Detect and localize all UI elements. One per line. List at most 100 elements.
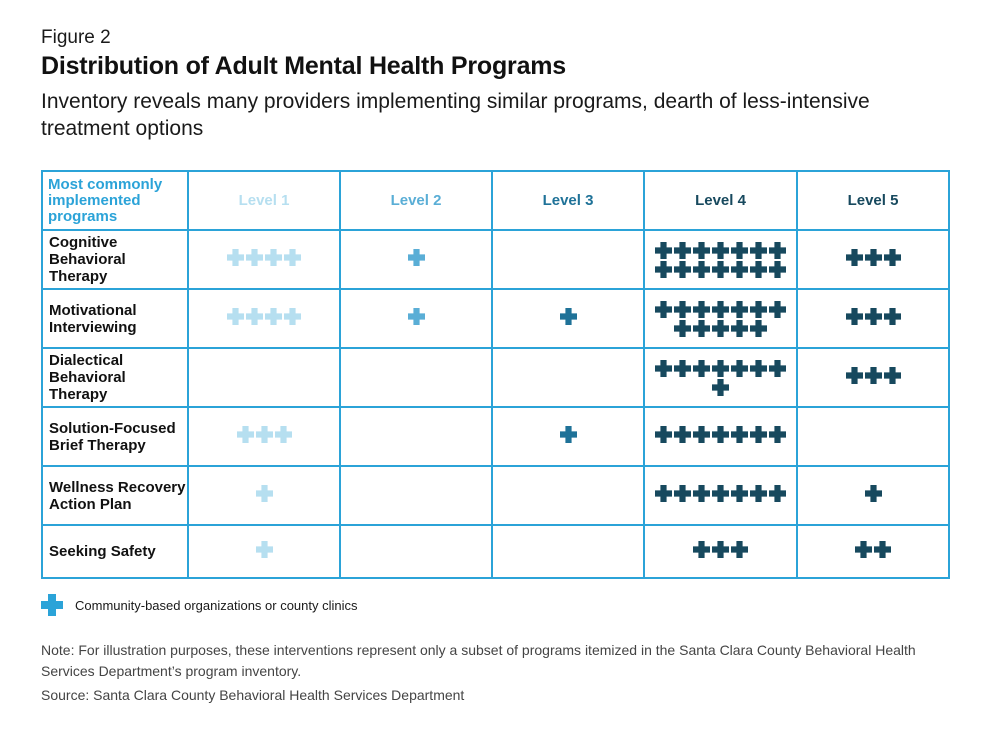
provider-plus-icon [864, 308, 882, 325]
column-header-level-4: Level 4 [643, 170, 798, 231]
provider-plus-icon [750, 485, 767, 502]
column-header-level-5: Level 5 [796, 170, 950, 231]
provider-plus-icon [750, 260, 767, 278]
provider-marks [194, 425, 334, 444]
table-row: Solution-Focused Brief Therapy [41, 406, 950, 467]
count-cell-level-3 [491, 524, 645, 579]
provider-plus-icon [750, 300, 767, 318]
provider-plus-icon [731, 241, 748, 259]
provider-plus-icon [693, 426, 710, 443]
source-line: Source: Santa Clara County Behavioral He… [41, 687, 465, 703]
provider-plus-icon [674, 260, 691, 278]
count-cell-level-5 [796, 406, 950, 467]
table-row: Motivational Interviewing [41, 288, 950, 349]
count-cell-level-3 [491, 347, 645, 408]
provider-plus-icon [255, 485, 273, 502]
table-row: Cognitive Behavioral Therapy [41, 229, 950, 290]
provider-marks [194, 307, 334, 326]
count-cell-level-3 [491, 406, 645, 467]
provider-plus-icon [693, 300, 710, 318]
count-cell-level-2 [339, 347, 493, 408]
provider-marks [346, 307, 486, 326]
provider-plus-icon [265, 308, 282, 325]
provider-plus-icon [655, 426, 672, 443]
provider-plus-icon [246, 308, 263, 325]
provider-plus-icon [750, 426, 767, 443]
provider-plus-icon [674, 241, 691, 259]
count-cell-level-5 [796, 229, 950, 290]
provider-plus-icon [845, 308, 863, 325]
provider-plus-icon [655, 260, 672, 278]
table-body: Cognitive Behavioral Therapy Motivational… [41, 229, 950, 579]
provider-plus-icon [750, 241, 767, 259]
chart-subtitle: Inventory reveals many providers impleme… [41, 90, 870, 140]
count-cell-level-2 [339, 465, 493, 526]
table-row: Seeking Safety [41, 524, 950, 579]
provider-marks [498, 425, 638, 444]
provider-plus-icon [674, 359, 691, 377]
count-cell-level-4 [643, 288, 798, 349]
count-cell-level-1 [187, 524, 341, 579]
provider-plus-icon [693, 359, 710, 377]
provider-plus-icon [712, 241, 729, 259]
provider-plus-icon [769, 241, 786, 259]
count-cell-level-4 [643, 347, 798, 408]
provider-plus-icon [265, 249, 282, 266]
table-row: Dialectical Behavioral Therapy [41, 347, 950, 408]
program-name: Dialectical Behavioral Therapy [41, 347, 189, 408]
count-cell-level-4 [643, 465, 798, 526]
provider-plus-icon [227, 249, 244, 266]
count-cell-level-1 [187, 229, 341, 290]
provider-plus-icon [236, 426, 254, 443]
provider-marks [651, 241, 791, 279]
provider-plus-icon [712, 378, 729, 396]
program-name: Seeking Safety [41, 524, 189, 579]
count-cell-level-4 [643, 524, 798, 579]
provider-plus-icon [712, 541, 729, 558]
provider-plus-icon [769, 300, 786, 318]
provider-plus-icon [246, 249, 263, 266]
provider-plus-icon [845, 367, 863, 384]
count-cell-level-5 [796, 288, 950, 349]
legend-plus-icon [41, 594, 63, 616]
provider-marks [803, 366, 943, 385]
provider-plus-icon [693, 485, 710, 502]
count-cell-level-5 [796, 347, 950, 408]
footnote: Note: For illustration purposes, these i… [41, 642, 916, 679]
provider-plus-icon [693, 541, 710, 558]
count-cell-level-1 [187, 406, 341, 467]
count-cell-level-2 [339, 524, 493, 579]
column-header-level-1: Level 1 [187, 170, 341, 231]
count-cell-level-2 [339, 288, 493, 349]
provider-plus-icon [674, 485, 691, 502]
provider-plus-icon [712, 485, 729, 502]
provider-plus-icon [769, 260, 786, 278]
count-cell-level-5 [796, 465, 950, 526]
figure-label: Figure 2 [41, 27, 111, 48]
provider-plus-icon [227, 308, 244, 325]
table-row: Wellness Recovery Action Plan [41, 465, 950, 526]
provider-plus-icon [255, 426, 273, 443]
count-cell-level-3 [491, 288, 645, 349]
provider-plus-icon [883, 367, 901, 384]
provider-plus-icon [712, 260, 729, 278]
legend-label: Community-based organizations or county … [75, 597, 358, 613]
count-cell-level-1 [187, 465, 341, 526]
provider-plus-icon [255, 541, 273, 558]
provider-plus-icon [559, 426, 577, 443]
provider-plus-icon [731, 485, 748, 502]
legend: Community-based organizations or county … [41, 594, 358, 616]
provider-plus-icon [284, 308, 301, 325]
provider-plus-icon [674, 319, 691, 337]
provider-plus-icon [674, 300, 691, 318]
program-name: Cognitive Behavioral Therapy [41, 229, 189, 290]
provider-plus-icon [731, 359, 748, 377]
provider-marks [803, 484, 943, 503]
provider-plus-icon [883, 249, 901, 266]
provider-marks [803, 248, 943, 267]
provider-plus-icon [712, 359, 729, 377]
count-cell-level-1 [187, 347, 341, 408]
provider-plus-icon [712, 300, 729, 318]
provider-marks [803, 307, 943, 326]
